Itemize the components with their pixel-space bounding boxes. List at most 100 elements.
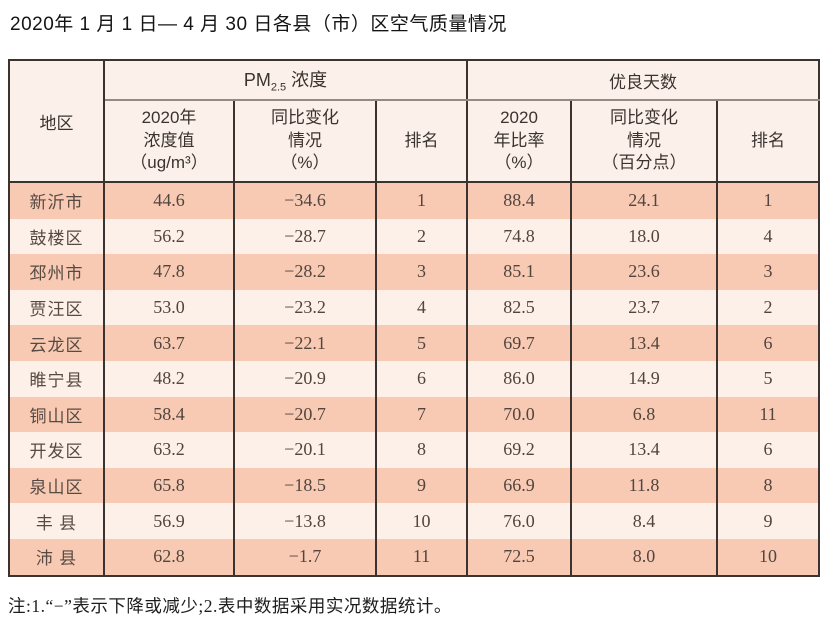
days-rate-cell: 70.0 [466, 396, 572, 433]
region-cell: 丰 县 [8, 503, 105, 539]
table-row: 沛 县 62.8 −1.7 11 72.5 8.0 10 [8, 538, 821, 576]
pm-change-cell: −18.5 [233, 467, 377, 504]
table-row: 鼓楼区 56.2 −28.7 2 74.8 18.0 4 [8, 218, 821, 255]
region-cell: 开发区 [8, 432, 105, 468]
days-change-cell: 8.4 [570, 503, 718, 539]
pm-change-cell: −28.2 [233, 254, 377, 290]
pm-value-cell: 48.2 [103, 360, 235, 397]
pm-change-cell: −23.2 [233, 289, 377, 326]
group-header-row: 地区 PM2.5 浓度 优良天数 [8, 60, 821, 183]
days-rate-cell: 85.1 [466, 254, 572, 290]
table-row: 邳州市 47.8 −28.2 3 85.1 23.6 3 [8, 254, 821, 290]
pm-rank-cell: 1 [375, 182, 468, 219]
pm-rank-cell: 4 [375, 289, 468, 326]
pm-rank-cell: 3 [375, 254, 468, 290]
pm-change-column-header: 同比变化 情况 （%） [233, 100, 377, 183]
pm-change-cell: −13.8 [233, 503, 377, 539]
days-change-cell: 14.9 [570, 360, 718, 397]
pm-change-cell: −22.1 [233, 325, 377, 361]
days-rate-cell: 82.5 [466, 289, 572, 326]
days-rank-cell: 6 [715, 432, 821, 468]
pm-value-cell: 65.8 [103, 467, 235, 504]
days-rate-cell: 88.4 [466, 182, 572, 219]
days-rate-column-header: 2020 年比率 （%） [466, 100, 572, 183]
days-rank-cell: 6 [715, 325, 821, 361]
days-rate-cell: 76.0 [466, 503, 572, 539]
days-change-cell: 6.8 [570, 396, 718, 433]
days-rate-cell: 74.8 [466, 218, 572, 255]
region-cell: 睢宁县 [8, 360, 105, 397]
pm-rank-cell: 10 [375, 503, 468, 539]
table-row: 贾汪区 53.0 −23.2 4 82.5 23.7 2 [8, 289, 821, 326]
good-days-group-header: 优良天数 [465, 60, 821, 101]
region-cell: 泉山区 [8, 467, 105, 504]
pm-value-cell: 58.4 [103, 396, 235, 433]
pm-value-cell: 44.6 [103, 182, 235, 219]
pm-rank-cell: 9 [375, 467, 468, 504]
table-row: 泉山区 65.8 −18.5 9 66.9 11.8 8 [8, 467, 821, 504]
pm-change-cell: −20.9 [233, 360, 377, 397]
sub-header-row: 2020年 浓度值 （ug/m³） 同比变化 情况 （%） 排名 2020 年比… [9, 100, 821, 183]
pm-value-cell: 56.9 [103, 503, 235, 539]
table-row: 新沂市 44.6 −34.6 1 88.4 24.1 1 [8, 182, 821, 219]
days-rank-cell: 2 [715, 289, 821, 326]
region-cell: 鼓楼区 [8, 218, 105, 255]
table-row: 铜山区 58.4 −20.7 7 70.0 6.8 11 [8, 396, 821, 433]
pm-change-cell: −28.7 [233, 218, 377, 255]
region-column-header: 地区 [8, 60, 105, 183]
pm-rank-cell: 7 [375, 396, 468, 433]
air-quality-table: 地区 PM2.5 浓度 优良天数 2020年 浓度值 （ug/m³） 同比变化 … [8, 59, 821, 577]
days-change-cell: 11.8 [570, 467, 718, 504]
days-change-cell: 18.0 [570, 218, 718, 255]
days-rank-cell: 4 [715, 218, 821, 255]
pm-value-cell: 56.2 [103, 218, 235, 255]
table-header: 地区 PM2.5 浓度 优良天数 2020年 浓度值 （ug/m³） 同比变化 … [8, 60, 821, 183]
pm-rank-cell: 2 [375, 218, 468, 255]
pm-value-cell: 47.8 [103, 254, 235, 290]
days-rate-cell: 69.2 [466, 432, 572, 468]
days-change-cell: 23.6 [570, 254, 718, 290]
days-change-cell: 8.0 [570, 538, 718, 576]
days-rate-cell: 66.9 [466, 467, 572, 504]
pm-rank-cell: 11 [375, 538, 468, 576]
pm-value-column-header: 2020年 浓度值 （ug/m³） [103, 100, 235, 183]
pm25-label: PM2.5 浓度 [243, 70, 328, 94]
days-rank-cell: 10 [715, 538, 821, 576]
days-rank-cell: 1 [715, 182, 821, 219]
region-cell: 邳州市 [8, 254, 105, 290]
region-cell: 云龙区 [8, 325, 105, 361]
pm-rank-cell: 8 [375, 432, 468, 468]
days-change-cell: 23.7 [570, 289, 718, 326]
page-title: 2020年 1 月 1 日— 4 月 30 日各县（市）区空气质量情况 [10, 14, 507, 35]
days-rate-cell: 86.0 [466, 360, 572, 397]
days-rate-cell: 69.7 [466, 325, 572, 361]
table-row: 睢宁县 48.2 −20.9 6 86.0 14.9 5 [8, 360, 821, 397]
pm-rank-column-header: 排名 [375, 100, 468, 183]
footnote: 注:1.“−”表示下降或减少;2.表中数据采用实况数据统计。 [8, 595, 452, 616]
days-rank-cell: 9 [715, 503, 821, 539]
days-rank-cell: 8 [715, 467, 821, 504]
region-cell: 新沂市 [8, 182, 105, 219]
days-rank-cell: 3 [715, 254, 821, 290]
pm-change-cell: −34.6 [233, 182, 377, 219]
pm-value-cell: 63.7 [103, 325, 235, 361]
pm-change-cell: −20.7 [233, 396, 377, 433]
pm-change-cell: −20.1 [233, 432, 377, 468]
days-change-cell: 13.4 [570, 432, 718, 468]
table-row: 开发区 63.2 −20.1 8 69.2 13.4 6 [8, 432, 821, 468]
table-body: 新沂市 44.6 −34.6 1 88.4 24.1 1 鼓楼区 56.2 −28.7 2 74.8 1… [8, 182, 821, 576]
days-rank-cell: 11 [715, 396, 821, 433]
region-cell: 贾汪区 [8, 289, 105, 326]
days-change-cell: 13.4 [570, 325, 718, 361]
pm-rank-cell: 6 [375, 360, 468, 397]
pm-change-cell: −1.7 [233, 538, 377, 576]
pm-value-cell: 62.8 [103, 538, 235, 576]
days-change-cell: 24.1 [570, 182, 718, 219]
days-change-column-header: 同比变化 情况 （百分点） [570, 100, 718, 183]
table-row: 丰 县 56.9 −13.8 10 76.0 8.4 9 [8, 503, 821, 539]
days-rank-cell: 5 [715, 360, 821, 397]
region-cell: 沛 县 [8, 538, 105, 576]
days-rate-cell: 72.5 [466, 538, 572, 576]
table-row: 云龙区 63.7 −22.1 5 69.7 13.4 6 [8, 325, 821, 361]
